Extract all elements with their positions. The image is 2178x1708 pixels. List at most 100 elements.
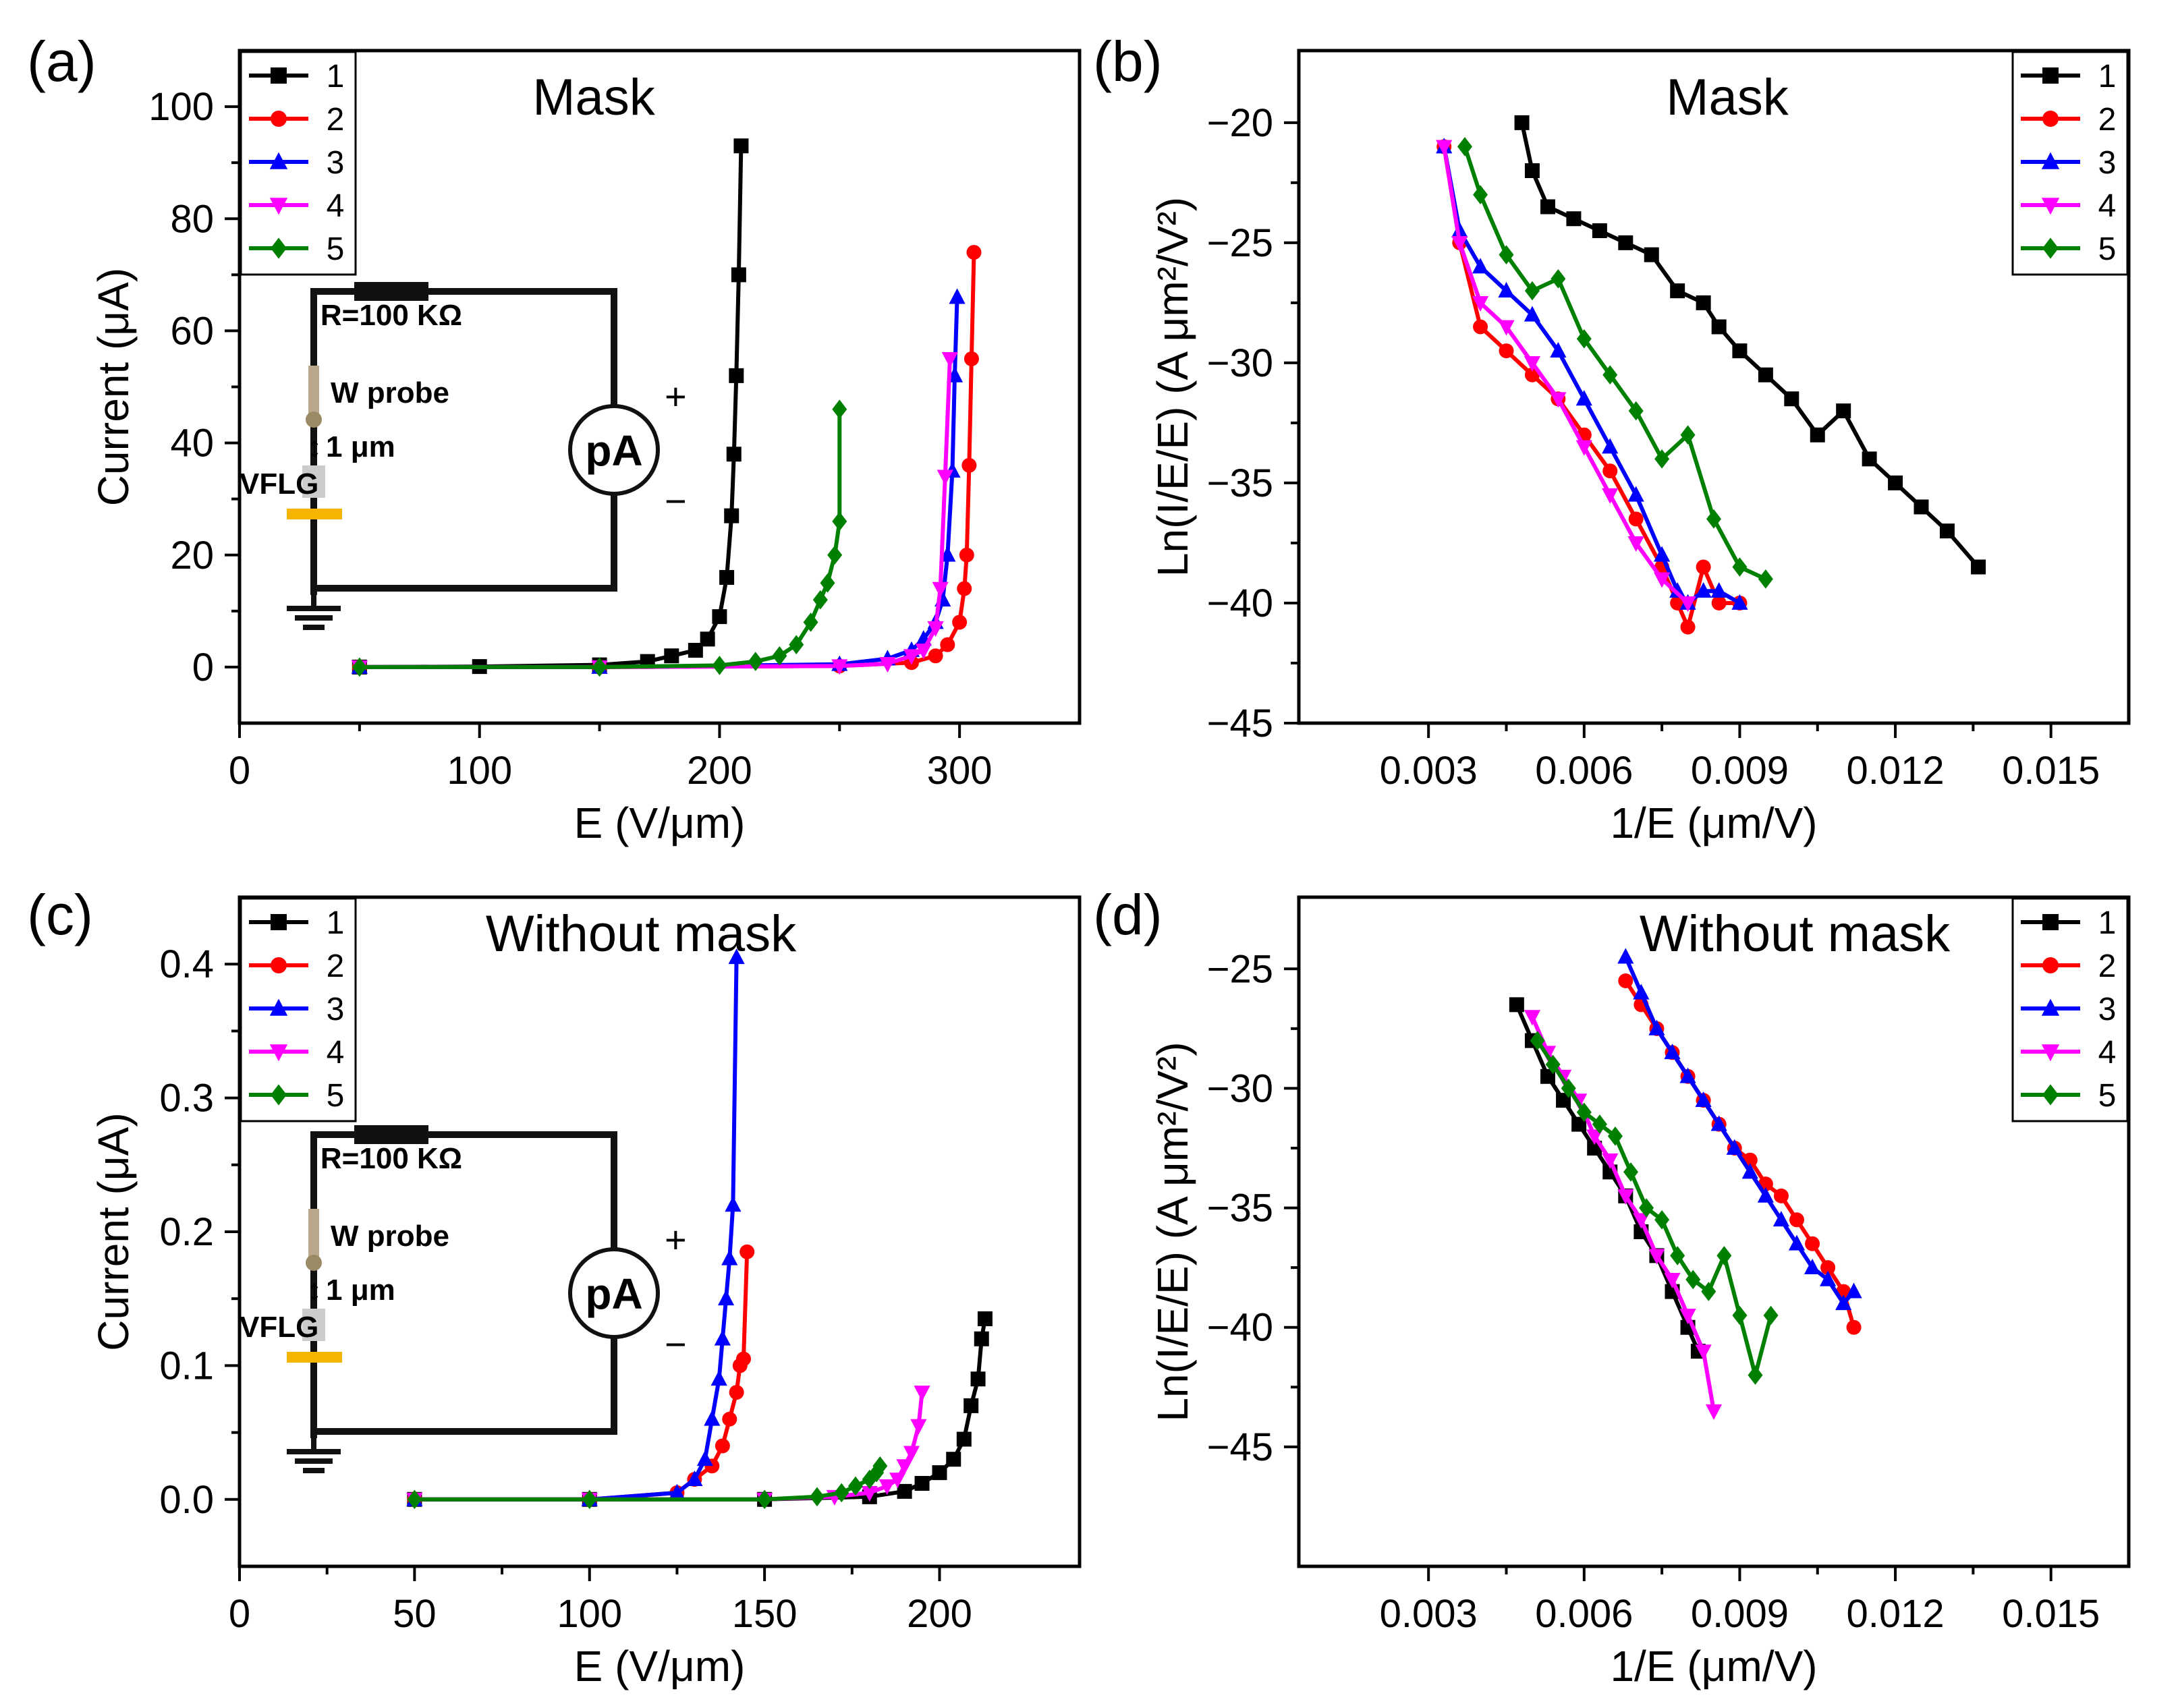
data-point-c-1 [974,1331,989,1346]
data-point-d-4 [1524,1010,1541,1026]
y-tick-label-c: 0.1 [159,1344,214,1388]
series-b-3 [1436,138,1748,610]
y-tick-label-a: 100 [148,85,214,129]
data-point-c-3 [725,1196,742,1212]
data-point-b-5 [1680,425,1696,445]
data-point-b-1 [1971,559,1986,575]
data-point-a-4 [937,469,953,486]
data-point-b-1 [1862,451,1877,467]
gap-arrow-icon: ↕ [307,1274,322,1307]
data-point-b-5 [1457,137,1472,156]
picoammeter-icon [568,404,660,496]
x-axis-title-b: 1/E (μm/V) [1610,799,1817,847]
data-point-d-1 [1540,1069,1555,1084]
picoammeter-icon [568,1247,660,1339]
legend-swatch-marker-a-1 [271,67,287,84]
data-point-c-1 [932,1465,947,1481]
data-point-c-3 [669,1483,686,1500]
y-tick-label-a: 20 [170,534,214,577]
series-line-a-1 [359,146,744,669]
data-point-d-3 [1788,1234,1806,1251]
data-point-c-5 [834,1483,849,1503]
data-point-b-5 [1524,281,1540,301]
resistor-label: R=100 KΩ [320,299,462,332]
legend-label-d-2: 2 [2098,948,2117,984]
sample-label: VFLG [240,1311,318,1344]
data-point-a-4 [903,649,920,665]
legend-label-a-4: 4 [327,188,345,224]
data-point-b-5 [1758,569,1773,589]
data-point-d-5 [1545,1054,1561,1075]
data-point-b-4 [1451,235,1468,252]
data-point-d-3 [1820,1270,1837,1286]
data-point-b-2 [1711,595,1727,610]
legend-label-b-3: 3 [2098,145,2117,181]
data-point-a-2 [940,637,955,652]
y-tick-label-c: 0.2 [159,1210,214,1254]
legend-swatch-marker-c-5 [271,1084,287,1106]
data-point-b-3 [1472,258,1489,274]
data-point-c-4 [903,1446,920,1462]
legend-label-a-5: 5 [327,231,345,267]
data-point-c-1 [914,1475,930,1491]
series-d-3 [1617,948,1862,1311]
data-point-d-5 [1732,1305,1748,1326]
x-tick-label-c: 200 [907,1592,972,1636]
meter-label: pA [585,1270,642,1318]
x-tick-label-d: 0.012 [1846,1592,1944,1636]
data-point-c-3 [686,1470,703,1486]
data-point-d-1 [1571,1116,1587,1132]
data-point-c-5 [407,1489,422,1510]
legend-swatch-marker-d-5 [2042,1084,2059,1106]
panel-label-d: (d) [1093,883,1163,946]
data-point-a-5 [789,635,804,654]
data-point-a-5 [827,545,843,565]
data-point-b-1 [1540,199,1555,215]
legend-label-b-5: 5 [2098,231,2117,267]
sample-base-icon [287,1352,342,1363]
data-point-b-2 [1499,343,1514,359]
data-point-b-3 [1550,341,1567,358]
data-point-c-4 [910,1419,927,1435]
legend-swatch-marker-c-4 [269,1044,288,1062]
probe-tip-icon [306,411,322,428]
data-point-b-1 [1566,211,1582,227]
series-line-a-3 [359,297,959,669]
x-axis-title-a: E (V/μm) [574,799,746,847]
data-point-a-4 [879,657,896,673]
data-point-a-1 [731,267,746,283]
data-point-b-5 [1551,268,1566,289]
x-tick-label-a: 300 [927,749,993,793]
data-point-d-2 [1773,1188,1789,1203]
data-point-b-1 [1711,319,1727,335]
x-tick-label-a: 200 [687,749,752,793]
gap-arrow-icon: ↕ [307,430,322,463]
data-point-d-5 [1716,1246,1732,1265]
data-point-c-5 [848,1476,863,1496]
data-point-d-2 [1618,973,1634,988]
x-tick-label-d: 0.006 [1535,1592,1633,1636]
data-point-d-4 [1648,1249,1665,1265]
plus-sign: + [665,1218,687,1261]
legend-b: 1 2 3 4 5 [2011,51,2129,276]
data-point-b-1 [1758,367,1773,382]
x-tick-label-c: 100 [557,1592,622,1636]
series-b-4 [1436,140,1696,613]
data-point-b-3 [1627,486,1644,502]
data-point-b-4 [1575,440,1592,456]
data-point-b-1 [1696,295,1711,310]
data-point-b-1 [1644,247,1659,262]
data-point-b-3 [1451,221,1468,237]
data-point-a-1 [724,508,739,523]
data-point-d-5 [1607,1126,1623,1146]
data-point-b-2 [1602,463,1618,479]
data-point-b-5 [1732,557,1748,577]
data-point-d-5 [1670,1246,1685,1265]
data-point-b-4 [1436,140,1453,156]
data-point-b-3 [1602,438,1619,454]
y-tick-label-d: −45 [1207,1425,1273,1469]
data-point-b-1 [1618,235,1634,250]
data-point-a-5 [832,399,847,420]
ground-icon [287,595,341,630]
